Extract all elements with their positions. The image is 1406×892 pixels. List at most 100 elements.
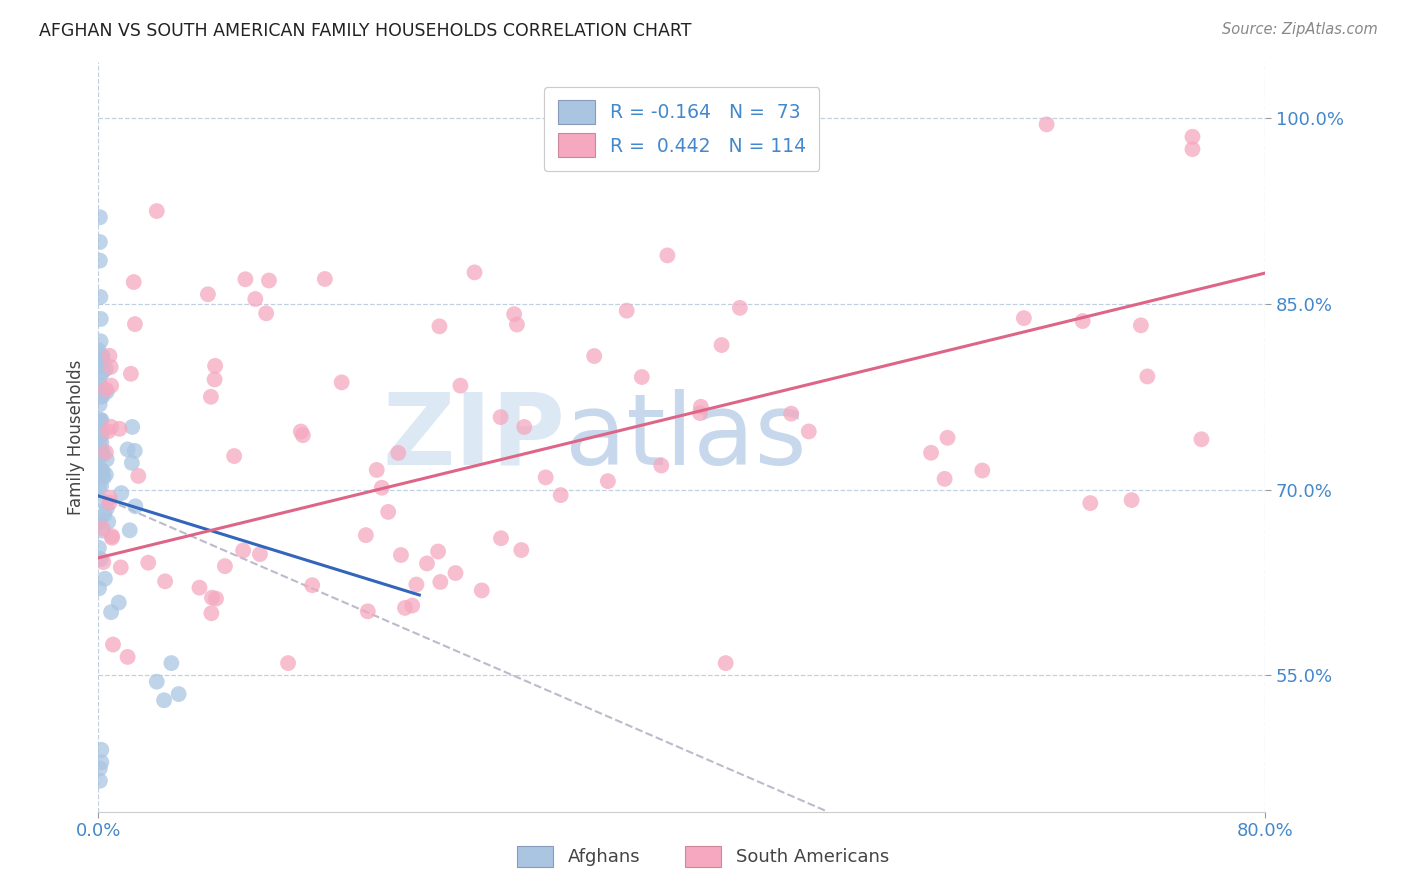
Point [91, 555, 114, 569]
Point [510, 543, 533, 558]
Point [89, 449, 111, 463]
Point [91, 444, 114, 458]
Point [427, 544, 450, 558]
Point [429, 319, 451, 334]
Point [245, 292, 267, 306]
Point [90, 552, 112, 566]
Point [630, 370, 652, 384]
Point [87, 343, 110, 358]
Point [120, 367, 142, 381]
Point [89, 253, 111, 268]
Point [429, 574, 451, 589]
Point [136, 556, 159, 570]
Point [550, 488, 572, 502]
Legend: Afghans, South Americans: Afghans, South Americans [510, 838, 896, 874]
Point [489, 410, 512, 425]
Point [583, 349, 606, 363]
Point [91, 350, 114, 364]
Point [1012, 311, 1035, 326]
Point [110, 560, 132, 574]
Point [1189, 432, 1212, 446]
Point [98, 491, 121, 505]
Point [200, 606, 222, 620]
Point [204, 372, 226, 386]
Point [188, 581, 211, 595]
Point [689, 406, 711, 420]
Point [354, 528, 377, 542]
Point [94, 572, 117, 586]
Point [449, 378, 471, 392]
Point [100, 378, 122, 392]
Point [93, 508, 115, 522]
Point [506, 318, 529, 332]
Point [714, 656, 737, 670]
Point [503, 307, 526, 321]
Point [90, 384, 112, 398]
Point [122, 275, 145, 289]
Point [920, 446, 942, 460]
Point [91, 389, 114, 403]
Point [1121, 493, 1143, 508]
Point [934, 472, 956, 486]
Point [780, 407, 803, 421]
Point [444, 566, 467, 580]
Point [1071, 314, 1094, 328]
Point [1078, 496, 1101, 510]
Point [124, 317, 146, 331]
Point [616, 303, 638, 318]
Point [110, 486, 132, 500]
Point [89, 235, 111, 249]
Point [91, 521, 114, 535]
Point [204, 359, 226, 373]
Point [90, 413, 112, 427]
Point [91, 468, 114, 483]
Point [87, 481, 110, 495]
Text: AFGHAN VS SOUTH AMERICAN FAMILY HOUSEHOLDS CORRELATION CHART: AFGHAN VS SOUTH AMERICAN FAMILY HOUSEHOL… [39, 22, 692, 40]
Point [91, 464, 114, 478]
Point [94, 445, 117, 459]
Point [97, 515, 120, 529]
Point [366, 463, 388, 477]
Point [91, 448, 114, 462]
Y-axis label: Family Households: Family Households [66, 359, 84, 515]
Point [91, 349, 114, 363]
Point [214, 559, 236, 574]
Point [89, 370, 111, 384]
Point [121, 456, 143, 470]
Point [534, 470, 557, 484]
Text: ZIP: ZIP [382, 389, 565, 485]
Point [1181, 129, 1204, 144]
Point [89, 462, 111, 476]
Point [489, 531, 512, 545]
Point [205, 591, 228, 606]
Point [277, 656, 299, 670]
Point [90, 353, 112, 368]
Point [200, 390, 222, 404]
Point [416, 557, 439, 571]
Point [89, 773, 111, 788]
Point [89, 761, 111, 775]
Point [314, 272, 336, 286]
Point [89, 415, 111, 429]
Point [257, 273, 280, 287]
Point [87, 462, 110, 476]
Point [201, 591, 224, 605]
Point [96, 501, 118, 516]
Point [90, 464, 112, 478]
Text: Source: ZipAtlas.com: Source: ZipAtlas.com [1222, 22, 1378, 37]
Point [401, 599, 423, 613]
Point [94, 362, 117, 376]
Point [464, 265, 486, 279]
Point [89, 377, 111, 392]
Point [197, 287, 219, 301]
Point [107, 596, 129, 610]
Point [405, 577, 427, 591]
Point [101, 531, 124, 545]
Point [650, 458, 672, 473]
Point [513, 420, 536, 434]
Point [90, 424, 112, 438]
Point [90, 312, 112, 326]
Point [87, 541, 110, 555]
Point [160, 656, 183, 670]
Point [100, 605, 122, 619]
